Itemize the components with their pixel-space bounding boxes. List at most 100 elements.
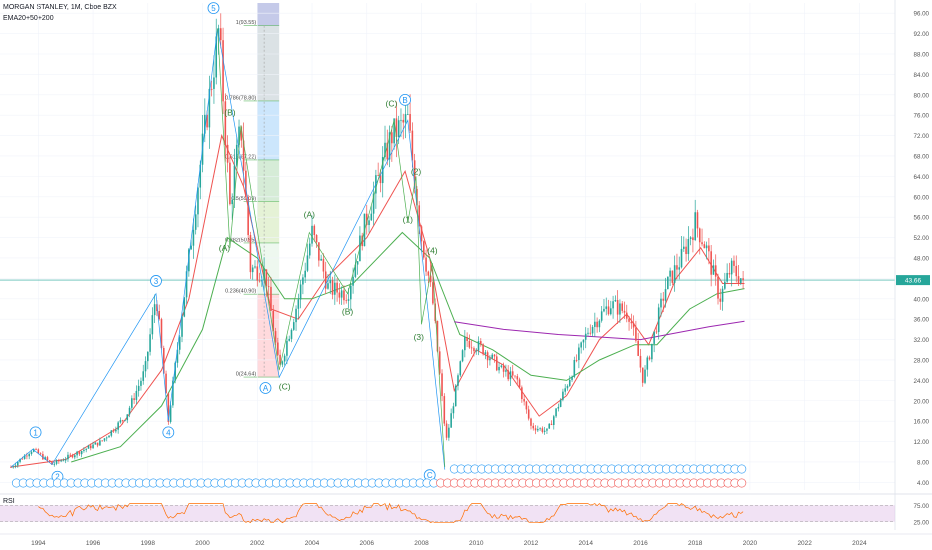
candle-body bbox=[737, 276, 740, 284]
candle-body bbox=[247, 197, 249, 236]
candle-body bbox=[484, 352, 487, 355]
candle-body bbox=[564, 388, 566, 392]
candle-body bbox=[557, 406, 560, 409]
x-tick-label: 2014 bbox=[578, 540, 593, 547]
candle-body bbox=[432, 282, 434, 304]
candle-body bbox=[678, 267, 681, 270]
candle-body bbox=[336, 282, 338, 293]
candle-body bbox=[689, 237, 692, 240]
wave-circle bbox=[399, 93, 411, 106]
candle-body bbox=[562, 391, 564, 400]
candle-body bbox=[546, 428, 548, 431]
candle-body bbox=[635, 327, 637, 341]
candle-body bbox=[402, 119, 405, 123]
candle-body bbox=[208, 88, 211, 128]
candle-body bbox=[559, 399, 562, 407]
candle-body bbox=[96, 442, 99, 446]
candle-body bbox=[742, 278, 744, 281]
candle-body bbox=[169, 405, 172, 422]
y-tick-label: 12.00 bbox=[914, 439, 930, 446]
y-tick-label: 40.00 bbox=[914, 296, 930, 303]
y-tick-label: 80.00 bbox=[914, 92, 930, 99]
candle-body bbox=[719, 298, 722, 302]
candle-body bbox=[726, 272, 728, 282]
candle-body bbox=[584, 333, 587, 340]
candle-body bbox=[532, 425, 535, 429]
event-marker bbox=[737, 478, 747, 488]
candle-body bbox=[288, 338, 291, 341]
x-tick-label: 2000 bbox=[195, 540, 210, 547]
candle-body bbox=[238, 126, 240, 145]
candle-body bbox=[648, 357, 651, 360]
candle-body bbox=[555, 408, 557, 417]
candle-body bbox=[10, 467, 12, 468]
candle-body bbox=[477, 341, 480, 351]
y-tick-label: 60.00 bbox=[914, 194, 930, 201]
candle-body bbox=[251, 267, 254, 273]
fib-band bbox=[257, 159, 280, 202]
candle-body bbox=[267, 286, 270, 288]
y-tick-label: 36.00 bbox=[914, 317, 930, 324]
candle-body bbox=[78, 451, 81, 455]
candle-body bbox=[156, 304, 158, 311]
candle-body bbox=[108, 435, 110, 438]
candle-body bbox=[162, 347, 165, 374]
candle-body bbox=[101, 440, 103, 442]
candle-body bbox=[400, 119, 402, 121]
candle-body bbox=[39, 453, 42, 455]
candle-body bbox=[274, 331, 277, 343]
wave-label-2: 2 bbox=[55, 473, 60, 482]
candle-body bbox=[105, 437, 108, 439]
candle-body bbox=[327, 283, 329, 289]
candle-body bbox=[566, 385, 569, 389]
candle-body bbox=[331, 280, 334, 295]
candle-body bbox=[680, 248, 683, 268]
candle-body bbox=[160, 319, 163, 348]
fib-level-label: 0.5(59.09) bbox=[231, 196, 256, 202]
candle-body bbox=[53, 463, 56, 465]
candle-body bbox=[667, 276, 669, 290]
wave-label-green: (C) bbox=[279, 381, 291, 391]
candle-body bbox=[651, 343, 653, 360]
candle-body bbox=[575, 360, 578, 361]
elliott-waves: 1 2 3 4 5 A B C (B) (A) (C) (A) (B) (C) (2) (1) (4) (3) bbox=[10, 2, 446, 483]
candle-body bbox=[121, 420, 124, 421]
candle-body bbox=[740, 278, 742, 284]
candle-body bbox=[194, 214, 197, 230]
candle-body bbox=[612, 301, 614, 309]
candle-body bbox=[470, 347, 473, 349]
wave-circle bbox=[162, 426, 175, 439]
candle-body bbox=[578, 347, 580, 361]
candle-body bbox=[491, 354, 494, 359]
candle-body bbox=[610, 308, 612, 315]
candle-body bbox=[552, 416, 555, 425]
elliott-blue-line bbox=[10, 28, 446, 470]
candle-body bbox=[411, 130, 414, 161]
candle-body bbox=[607, 306, 610, 315]
x-tick-label: 2016 bbox=[633, 540, 648, 547]
candle-body bbox=[46, 457, 49, 461]
y-tick-label: 28.00 bbox=[914, 357, 930, 364]
candle-body bbox=[580, 342, 582, 348]
y-tick-label: 56.00 bbox=[914, 215, 930, 222]
candle-body bbox=[283, 355, 286, 362]
candle-body bbox=[454, 385, 457, 407]
candle-body bbox=[62, 460, 65, 462]
candle-body bbox=[616, 299, 619, 315]
y-tick-label: 92.00 bbox=[914, 31, 930, 38]
y-tick-label: 64.00 bbox=[914, 174, 930, 181]
x-tick-label: 2010 bbox=[469, 540, 484, 547]
grid bbox=[0, 3, 895, 490]
candle-body bbox=[215, 36, 218, 78]
candle-body bbox=[724, 281, 726, 289]
y-tick-label: 20.00 bbox=[914, 398, 930, 405]
candle-body bbox=[190, 245, 192, 250]
candle-body bbox=[345, 300, 348, 302]
candle-body bbox=[468, 340, 471, 348]
candle-body bbox=[450, 413, 452, 428]
candle-body bbox=[653, 331, 655, 344]
candle-body bbox=[48, 460, 51, 462]
candle-body bbox=[550, 423, 553, 425]
ema-lines bbox=[0, 133, 895, 468]
